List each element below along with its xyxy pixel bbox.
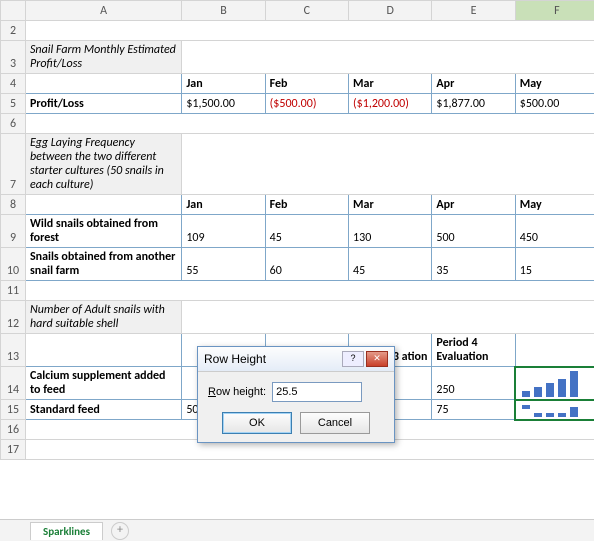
wild-apr[interactable]: 500	[432, 215, 515, 248]
row-header[interactable]: 17	[1, 440, 26, 460]
section3-title[interactable]: Number of Adult snails with hard suitabl…	[26, 301, 182, 334]
period4[interactable]: Period 4 Evaluation	[432, 334, 515, 367]
cell[interactable]	[182, 41, 594, 74]
other-may[interactable]: 15	[515, 248, 594, 281]
cell[interactable]	[182, 301, 594, 334]
row-header[interactable]: 14	[1, 367, 26, 400]
col-header-f[interactable]: F	[515, 1, 594, 21]
dialog-title: Row Height	[204, 352, 266, 366]
other-jan[interactable]: 55	[182, 248, 265, 281]
row-height-label: Row height:	[208, 386, 266, 398]
other-apr[interactable]: 35	[432, 248, 515, 281]
calcium-e[interactable]: 250	[432, 367, 515, 400]
cell[interactable]	[26, 281, 594, 301]
cell[interactable]	[26, 21, 594, 41]
row-header[interactable]: 4	[1, 74, 26, 94]
close-icon[interactable]: ✕	[366, 351, 388, 367]
month-apr[interactable]: Apr	[432, 74, 515, 94]
col-header-d[interactable]: D	[349, 1, 432, 21]
month-mar[interactable]: Mar	[349, 74, 432, 94]
ok-button[interactable]: OK	[222, 412, 292, 434]
row-header[interactable]: 2	[1, 21, 26, 41]
dialog-titlebar[interactable]: Row Height ? ✕	[198, 347, 394, 372]
cell[interactable]	[26, 195, 182, 215]
add-sheet-icon[interactable]: +	[111, 522, 129, 540]
sheet-tab-sparklines[interactable]: Sparklines	[30, 522, 103, 540]
profitloss-label[interactable]: Profit/Loss	[26, 94, 182, 114]
month-may[interactable]: May	[515, 195, 594, 215]
standard-e[interactable]: 75	[432, 400, 515, 420]
row-header[interactable]: 10	[1, 248, 26, 281]
row-height-input[interactable]	[272, 382, 362, 402]
row-header[interactable]: 7	[1, 134, 26, 195]
month-feb[interactable]: Feb	[265, 195, 348, 215]
col-header-b[interactable]: B	[182, 1, 265, 21]
cell[interactable]	[26, 334, 182, 367]
wild-mar[interactable]: 130	[349, 215, 432, 248]
sparkline-standard[interactable]	[515, 400, 594, 420]
cancel-button[interactable]: Cancel	[300, 412, 370, 434]
pl-apr[interactable]: $1,877.00	[432, 94, 515, 114]
month-may[interactable]: May	[515, 74, 594, 94]
section1-title[interactable]: Snail Farm Monthly Estimated Profit/Loss	[26, 41, 182, 74]
cell[interactable]	[26, 74, 182, 94]
cell[interactable]	[182, 134, 594, 195]
help-icon[interactable]: ?	[342, 351, 364, 367]
col-header-a[interactable]: A	[26, 1, 182, 21]
sheet-tab-bar: Sparklines +	[0, 519, 594, 541]
month-jan[interactable]: Jan	[182, 74, 265, 94]
wild-feb[interactable]: 45	[265, 215, 348, 248]
month-jan[interactable]: Jan	[182, 195, 265, 215]
row-header[interactable]: 3	[1, 41, 26, 74]
month-feb[interactable]: Feb	[265, 74, 348, 94]
row-header[interactable]: 12	[1, 301, 26, 334]
wild-label[interactable]: Wild snails obtained from forest	[26, 215, 182, 248]
other-mar[interactable]: 45	[349, 248, 432, 281]
row-header[interactable]: 6	[1, 114, 26, 134]
row-header[interactable]: 8	[1, 195, 26, 215]
row-height-dialog: Row Height ? ✕ Row height: OK Cancel	[197, 346, 395, 443]
col-header-c[interactable]: C	[265, 1, 348, 21]
pl-feb[interactable]: ($500.00)	[265, 94, 348, 114]
other-feb[interactable]: 60	[265, 248, 348, 281]
col-header-e[interactable]: E	[432, 1, 515, 21]
wild-jan[interactable]: 109	[182, 215, 265, 248]
row-header[interactable]: 13	[1, 334, 26, 367]
standard-label[interactable]: Standard feed	[26, 400, 182, 420]
other-label[interactable]: Snails obtained from another snail farm	[26, 248, 182, 281]
row-header[interactable]: 16	[1, 420, 26, 440]
cell[interactable]	[26, 114, 594, 134]
month-apr[interactable]: Apr	[432, 195, 515, 215]
wild-may[interactable]: 450	[515, 215, 594, 248]
corner-cell[interactable]	[1, 1, 26, 21]
month-mar[interactable]: Mar	[349, 195, 432, 215]
sparkline-calcium[interactable]	[515, 367, 594, 400]
calcium-label[interactable]: Calcium supplement added to feed	[26, 367, 182, 400]
section2-title[interactable]: Egg Laying Frequency between the two dif…	[26, 134, 182, 195]
row-header[interactable]: 15	[1, 400, 26, 420]
row-header[interactable]: 5	[1, 94, 26, 114]
pl-may[interactable]: $500.00	[515, 94, 594, 114]
pl-jan[interactable]: $1,500.00	[182, 94, 265, 114]
row-header[interactable]: 9	[1, 215, 26, 248]
cell[interactable]	[515, 334, 594, 367]
row-header[interactable]: 11	[1, 281, 26, 301]
pl-mar[interactable]: ($1,200.00)	[349, 94, 432, 114]
